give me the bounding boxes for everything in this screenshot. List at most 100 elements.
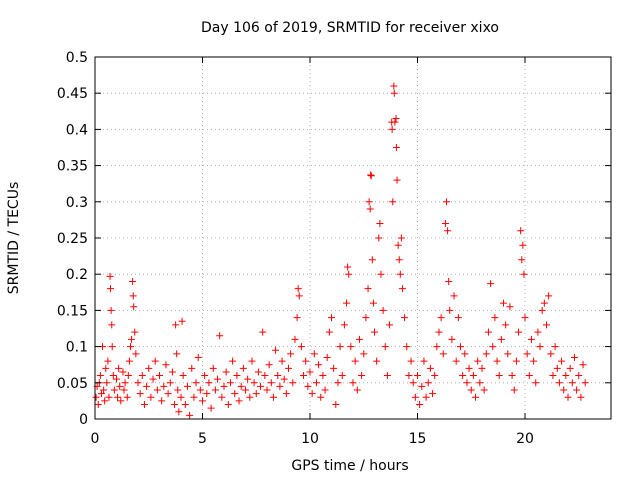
data-point [534,328,542,336]
data-point [239,364,247,372]
data-point [355,335,363,343]
data-point [517,227,525,235]
data-point [369,299,377,307]
data-point [312,379,320,387]
data-point [178,317,186,325]
data-point [97,390,105,398]
data-point [429,390,437,398]
data-point [390,89,398,97]
data-point [454,314,462,322]
data-point [512,357,520,365]
data-point [426,364,434,372]
data-point [409,379,417,387]
y-tick-label: 0.1 [66,340,88,356]
data-point [196,386,204,394]
data-point [211,386,219,394]
data-point [530,357,538,365]
data-point [145,364,153,372]
data-point [105,393,113,401]
data-point [267,379,275,387]
x-tick-label: 5 [198,431,207,447]
data-point [558,357,566,365]
data-point [467,386,475,394]
data-point [424,379,432,387]
data-point [130,303,138,311]
data-point [120,386,128,394]
data-point [259,328,267,336]
data-point [276,382,284,390]
data-point [395,256,403,264]
data-point [177,393,185,401]
data-point [459,372,467,380]
data-point [487,280,495,288]
data-point [519,241,527,249]
data-point [222,368,230,376]
data-point [254,368,262,376]
data-point [340,321,348,329]
y-axis-label: SRMTID / TECUs [6,182,22,295]
data-point [379,306,387,314]
data-point [297,343,305,351]
data-point [330,364,338,372]
data-point [334,379,342,387]
data-point [125,357,133,365]
data-point [272,346,280,354]
data-point [344,263,352,271]
data-point [175,408,183,416]
data-point [116,382,124,390]
data-point [549,372,557,380]
data-point [129,292,137,300]
data-point [207,404,215,412]
data-point [173,350,181,358]
data-point [520,270,528,278]
data-point [188,364,196,372]
data-point [143,382,151,390]
data-point [328,314,335,322]
data-point [418,382,426,390]
data-point [153,386,161,394]
data-point [181,401,189,409]
data-point [420,357,428,365]
data-point [543,321,550,329]
data-point [229,357,237,365]
data-point [390,82,398,90]
data-point [461,350,469,358]
data-point [545,292,553,300]
data-point [392,115,400,123]
data-point [282,390,290,398]
x-axis-label: GPS time / hours [291,458,408,474]
data-point [194,353,202,361]
data-point [495,372,503,380]
data-point [521,314,529,322]
plot-frame [94,56,612,420]
data-point [407,357,415,365]
data-point [310,350,318,358]
data-point [450,292,458,300]
x-tick-label: 0 [91,431,100,447]
data-point [100,386,108,394]
data-point [203,390,211,398]
data-point [469,372,477,380]
data-point [126,343,134,351]
data-point [205,379,213,387]
data-point [149,375,157,383]
data-point [96,372,104,380]
data-point [274,372,282,380]
data-point [389,198,397,206]
data-point [103,379,111,387]
x-tick-label: 15 [409,431,427,447]
data-point [164,390,172,398]
data-point [345,270,353,278]
data-point [171,401,179,409]
data-point [338,372,346,380]
data-point [257,382,265,390]
data-point [386,321,394,329]
data-point [248,357,256,365]
data-point [478,364,486,372]
data-point [261,372,269,380]
data-point [579,361,587,369]
data-point [575,372,583,380]
data-point [129,277,137,285]
data-point [562,372,570,380]
